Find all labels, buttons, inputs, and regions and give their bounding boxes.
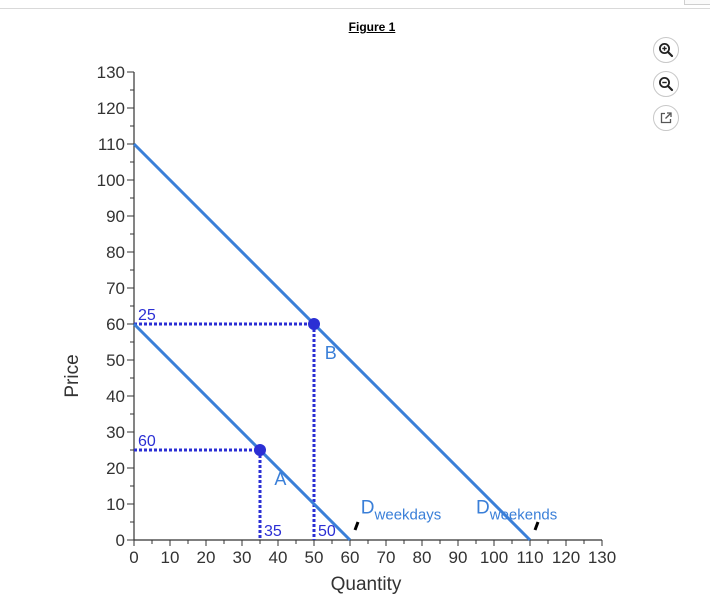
zoom-in-button[interactable] [653,37,679,63]
x-tick-label: 130 [588,548,616,567]
y-tick-label: 30 [106,423,125,442]
curve-label-subscript: weekdays [374,507,442,524]
zoom-out-icon [659,77,674,92]
x-tick-label: 90 [449,548,468,567]
x-tick-label: 20 [197,548,216,567]
y-tick-label: 80 [106,243,125,262]
demand-line-weekends [132,142,532,542]
zoom-in-icon [659,43,674,58]
curve-leader-weekends [533,521,540,531]
x-tick-label: 110 [516,548,543,567]
point-label-B: B [325,343,337,363]
y-tick-label: 60 [106,315,125,334]
x-tick-label: 70 [377,548,396,567]
y-tick-label: 120 [97,99,125,118]
popout-button[interactable] [653,105,679,131]
y-tick-label: 70 [106,279,125,298]
x-tick-label: 0 [129,548,138,567]
curve-label-main: D [476,498,490,519]
curve-label-subscript: weekends [489,507,558,524]
point-A [254,444,266,456]
y-tick-label: 90 [106,207,125,226]
point-B [308,318,320,330]
x-tick-label: 100 [480,548,508,567]
y-tick-label: 130 [97,63,125,82]
top-border [0,8,710,9]
zoom-out-button[interactable] [653,71,679,97]
figure-title: Figure 1 [348,20,396,34]
guide-quantity-label: 50 [318,523,336,540]
curve-leader-weekdays [353,521,360,531]
y-tick-label: 10 [106,495,125,514]
x-tick-label: 50 [305,548,324,567]
x-tick-label: 120 [552,548,580,567]
x-axis-label: Quantity [331,574,402,595]
x-tick-label: 40 [269,548,288,567]
x-tick-label: 30 [233,548,252,567]
x-tick-label: 60 [341,548,360,567]
y-tick-label: 0 [116,531,125,550]
guide-quantity-label: 35 [264,523,282,540]
curve-label-weekends: Dweekends [476,498,557,524]
guide-price-label: 25 [138,307,156,324]
point-label-A: A [274,469,286,489]
y-tick-label: 110 [98,135,125,154]
y-tick-label: 100 [97,171,125,190]
guide-price-label: 60 [138,433,156,450]
y-tick-label: 50 [106,351,125,370]
curve-label-main: D [361,498,375,519]
curve-label-weekdays: Dweekdays [361,498,441,524]
x-tick-label: 10 [161,548,180,567]
y-axis-label: Price [62,354,83,397]
demand-line-weekdays [132,322,352,542]
top-right-tab [684,0,710,5]
y-tick-label: 40 [106,387,125,406]
y-tick-label: 20 [106,459,125,478]
external-link-icon [660,112,672,124]
x-tick-label: 80 [413,548,432,567]
